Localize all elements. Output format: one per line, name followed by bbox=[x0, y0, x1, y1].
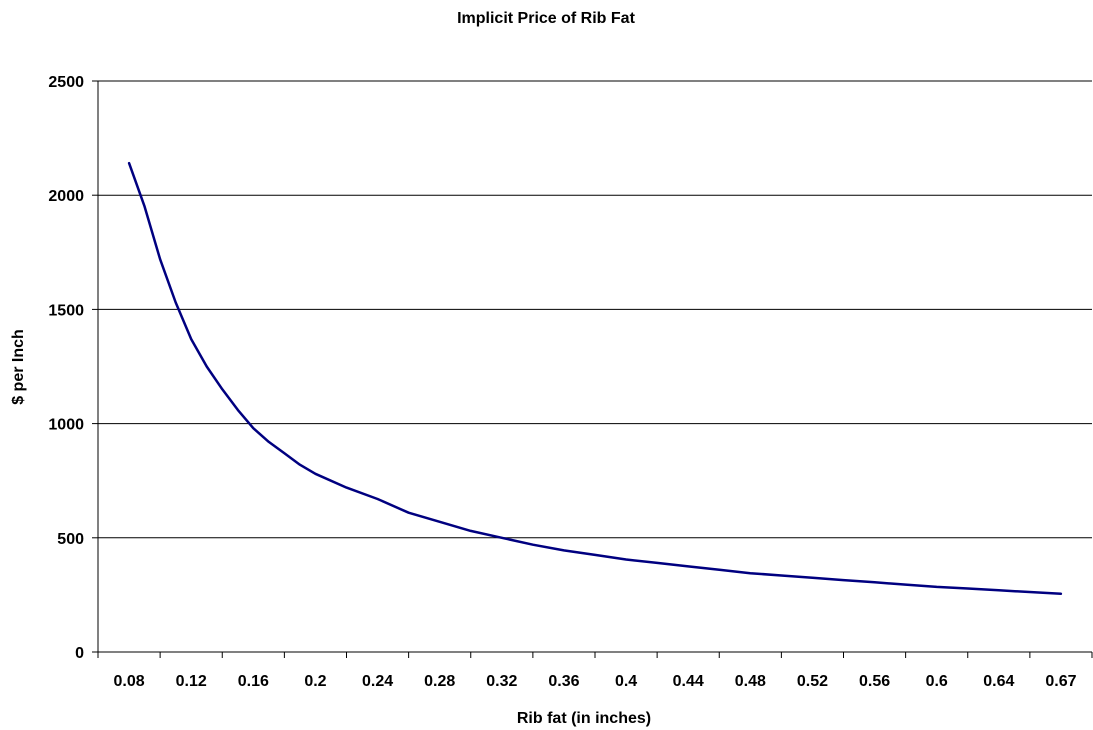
y-tick-label: 1500 bbox=[48, 302, 84, 319]
x-tick-label: 0.67 bbox=[1045, 673, 1076, 690]
y-tick-label: 2500 bbox=[48, 74, 84, 91]
series-group bbox=[127, 161, 1063, 596]
x-tick-label: 0.64 bbox=[983, 673, 1014, 690]
series-line bbox=[127, 161, 1063, 596]
x-tick-label: 0.12 bbox=[176, 673, 207, 690]
x-tick-label: 0.44 bbox=[673, 673, 704, 690]
x-tick-label: 0.6 bbox=[926, 673, 948, 690]
x-tick-label: 0.52 bbox=[797, 673, 828, 690]
y-tick-labels: 0 500 1000 1500 2000 2500 bbox=[48, 74, 84, 662]
x-tick-label: 0.36 bbox=[548, 673, 579, 690]
y-tick-label: 1000 bbox=[48, 417, 84, 434]
x-axis-label: Rib fat (in inches) bbox=[517, 710, 651, 727]
x-tick-label: 0.24 bbox=[362, 673, 393, 690]
x-tick-labels: 0.08 0.12 0.16 0.2 0.24 0.28 0.32 0.36 0.4 0.44 0.… bbox=[113, 673, 1076, 690]
grid-lines bbox=[98, 80, 1092, 539]
x-tick-label: 0.56 bbox=[859, 673, 890, 690]
chart-title: Implicit Price of Rib Fat bbox=[457, 10, 635, 27]
y-tick-label: 500 bbox=[57, 531, 84, 548]
axes bbox=[92, 80, 1093, 658]
x-tick-label: 0.08 bbox=[113, 673, 144, 690]
x-tick-label: 0.28 bbox=[424, 673, 455, 690]
y-axis-label: $ per Inch bbox=[10, 329, 27, 405]
x-tick-label: 0.2 bbox=[304, 673, 326, 690]
x-tick-label: 0.32 bbox=[486, 673, 517, 690]
x-tick-label: 0.4 bbox=[615, 673, 637, 690]
x-tick-label: 0.16 bbox=[238, 673, 269, 690]
x-tick-label: 0.48 bbox=[735, 673, 766, 690]
y-tick-label: 2000 bbox=[48, 188, 84, 205]
y-tick-label: 0 bbox=[75, 645, 84, 662]
